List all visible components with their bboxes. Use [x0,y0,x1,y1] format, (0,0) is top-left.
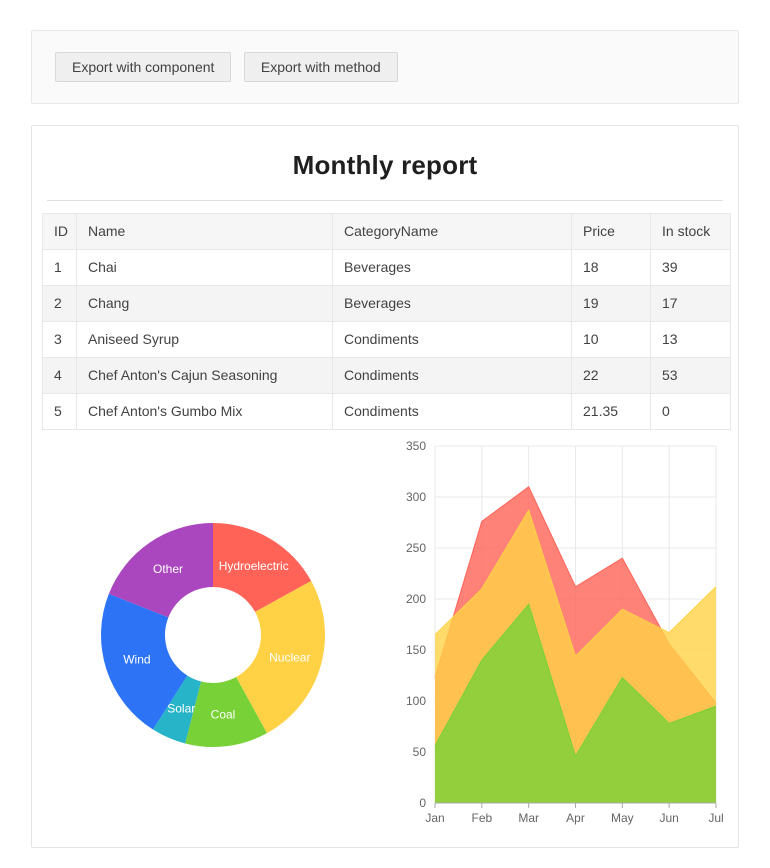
column-header-categoryname: CategoryName [332,213,572,250]
x-axis-label: Feb [471,811,492,825]
donut-segment-nuclear[interactable] [235,580,325,733]
cell-name: Aniseed Syrup [76,321,333,358]
cell-name: Chef Anton's Cajun Seasoning [76,357,333,394]
area-series-2-line [434,509,717,658]
donut-segment-label: Hydroelectric [218,559,288,573]
cell-price: 10 [571,321,651,358]
cell-price: 22 [571,357,651,394]
cell-price: 19 [571,285,651,322]
report-title: Monthly report [292,150,478,180]
donut-segment-hydroelectric[interactable] [212,522,311,612]
cell-category: Condiments [332,321,572,358]
cell-price: 21.35 [571,393,651,430]
donut-segment-label: Solar [167,701,195,715]
export-with-component-button[interactable]: Export with component [55,52,232,82]
x-axis-label: Apr [566,811,585,825]
y-axis-label: 0 [419,796,426,810]
x-axis-label: Jul [708,811,723,825]
cell-category: Condiments [332,357,572,394]
y-axis-label: 50 [413,745,427,759]
table-row: 5 Chef Anton's Gumbo Mix Condiments 21.3… [42,393,731,430]
cell-id: 5 [42,393,77,430]
cell-category: Beverages [332,249,572,286]
cell-category: Beverages [332,285,572,322]
y-axis-label: 300 [406,490,426,504]
y-axis-label: 250 [406,541,426,555]
cell-instock: 17 [650,285,731,322]
cell-name: Chef Anton's Gumbo Mix [76,393,333,430]
cell-instock: 39 [650,249,731,286]
cell-id: 2 [42,285,77,322]
donut-chart: Hydroelectric Nuclear Coal Solar Wind Other [42,515,383,755]
x-axis-label: May [611,811,634,825]
products-table: ID Name CategoryName Price In stock 1 Ch… [42,213,731,430]
donut-segment-solar[interactable] [152,675,201,743]
donut-chart-svg: Hydroelectric Nuclear Coal Solar Wind Other [100,522,325,747]
charts-row: Hydroelectric Nuclear Coal Solar Wind Other J… [42,436,728,833]
cell-instock: 53 [650,357,731,394]
cell-instock: 0 [650,393,731,430]
table-row: 4 Chef Anton's Cajun Seasoning Condiment… [42,357,731,394]
area-chart: Jan Feb Mar Apr May Jun Jul 0 50 100 150 200 250 300 3… [383,436,728,833]
cell-name: Chang [76,285,333,322]
x-axis-label: Jan [425,811,444,825]
donut-segment-other[interactable] [108,522,213,617]
y-axis-label: 200 [406,592,426,606]
cell-instock: 13 [650,321,731,358]
donut-segment-label: Coal [210,707,235,721]
cell-id: 1 [42,249,77,286]
donut-segment-coal[interactable] [184,676,267,747]
report-card: Monthly report ID Name CategoryName Pric… [31,125,739,848]
cell-price: 18 [571,249,651,286]
cell-name: Chai [76,249,333,286]
x-axis-label: Jun [659,811,678,825]
column-header-id: ID [42,213,77,250]
table-row: 2 Chang Beverages 19 17 [42,285,731,322]
x-axis-label: Mar [518,811,539,825]
cell-id: 4 [42,357,77,394]
donut-segment-label: Wind [123,652,150,666]
cell-category: Condiments [332,393,572,430]
table-header-row: ID Name CategoryName Price In stock [42,213,731,250]
title-divider [47,200,723,201]
table-row: 3 Aniseed Syrup Condiments 10 13 [42,321,731,358]
column-header-instock: In stock [650,213,731,250]
column-header-price: Price [571,213,651,250]
area-series-3-line [434,603,717,758]
donut-segment-label: Nuclear [269,650,310,664]
area-chart-svg: Jan Feb Mar Apr May Jun Jul 0 50 100 150 200 250 300 3… [406,439,724,825]
cell-id: 3 [42,321,77,358]
export-with-method-button[interactable]: Export with method [243,52,398,82]
table-row: 1 Chai Beverages 18 39 [42,249,731,286]
area-series-3[interactable] [435,604,716,803]
donut-segment-wind[interactable] [100,593,187,730]
donut-segment-label: Other [153,561,183,575]
y-axis-label: 150 [406,643,426,657]
column-header-name: Name [76,213,333,250]
y-axis-label: 350 [406,439,426,453]
export-toolbar: Export with component Export with method [31,30,739,104]
y-axis-label: 100 [406,694,426,708]
